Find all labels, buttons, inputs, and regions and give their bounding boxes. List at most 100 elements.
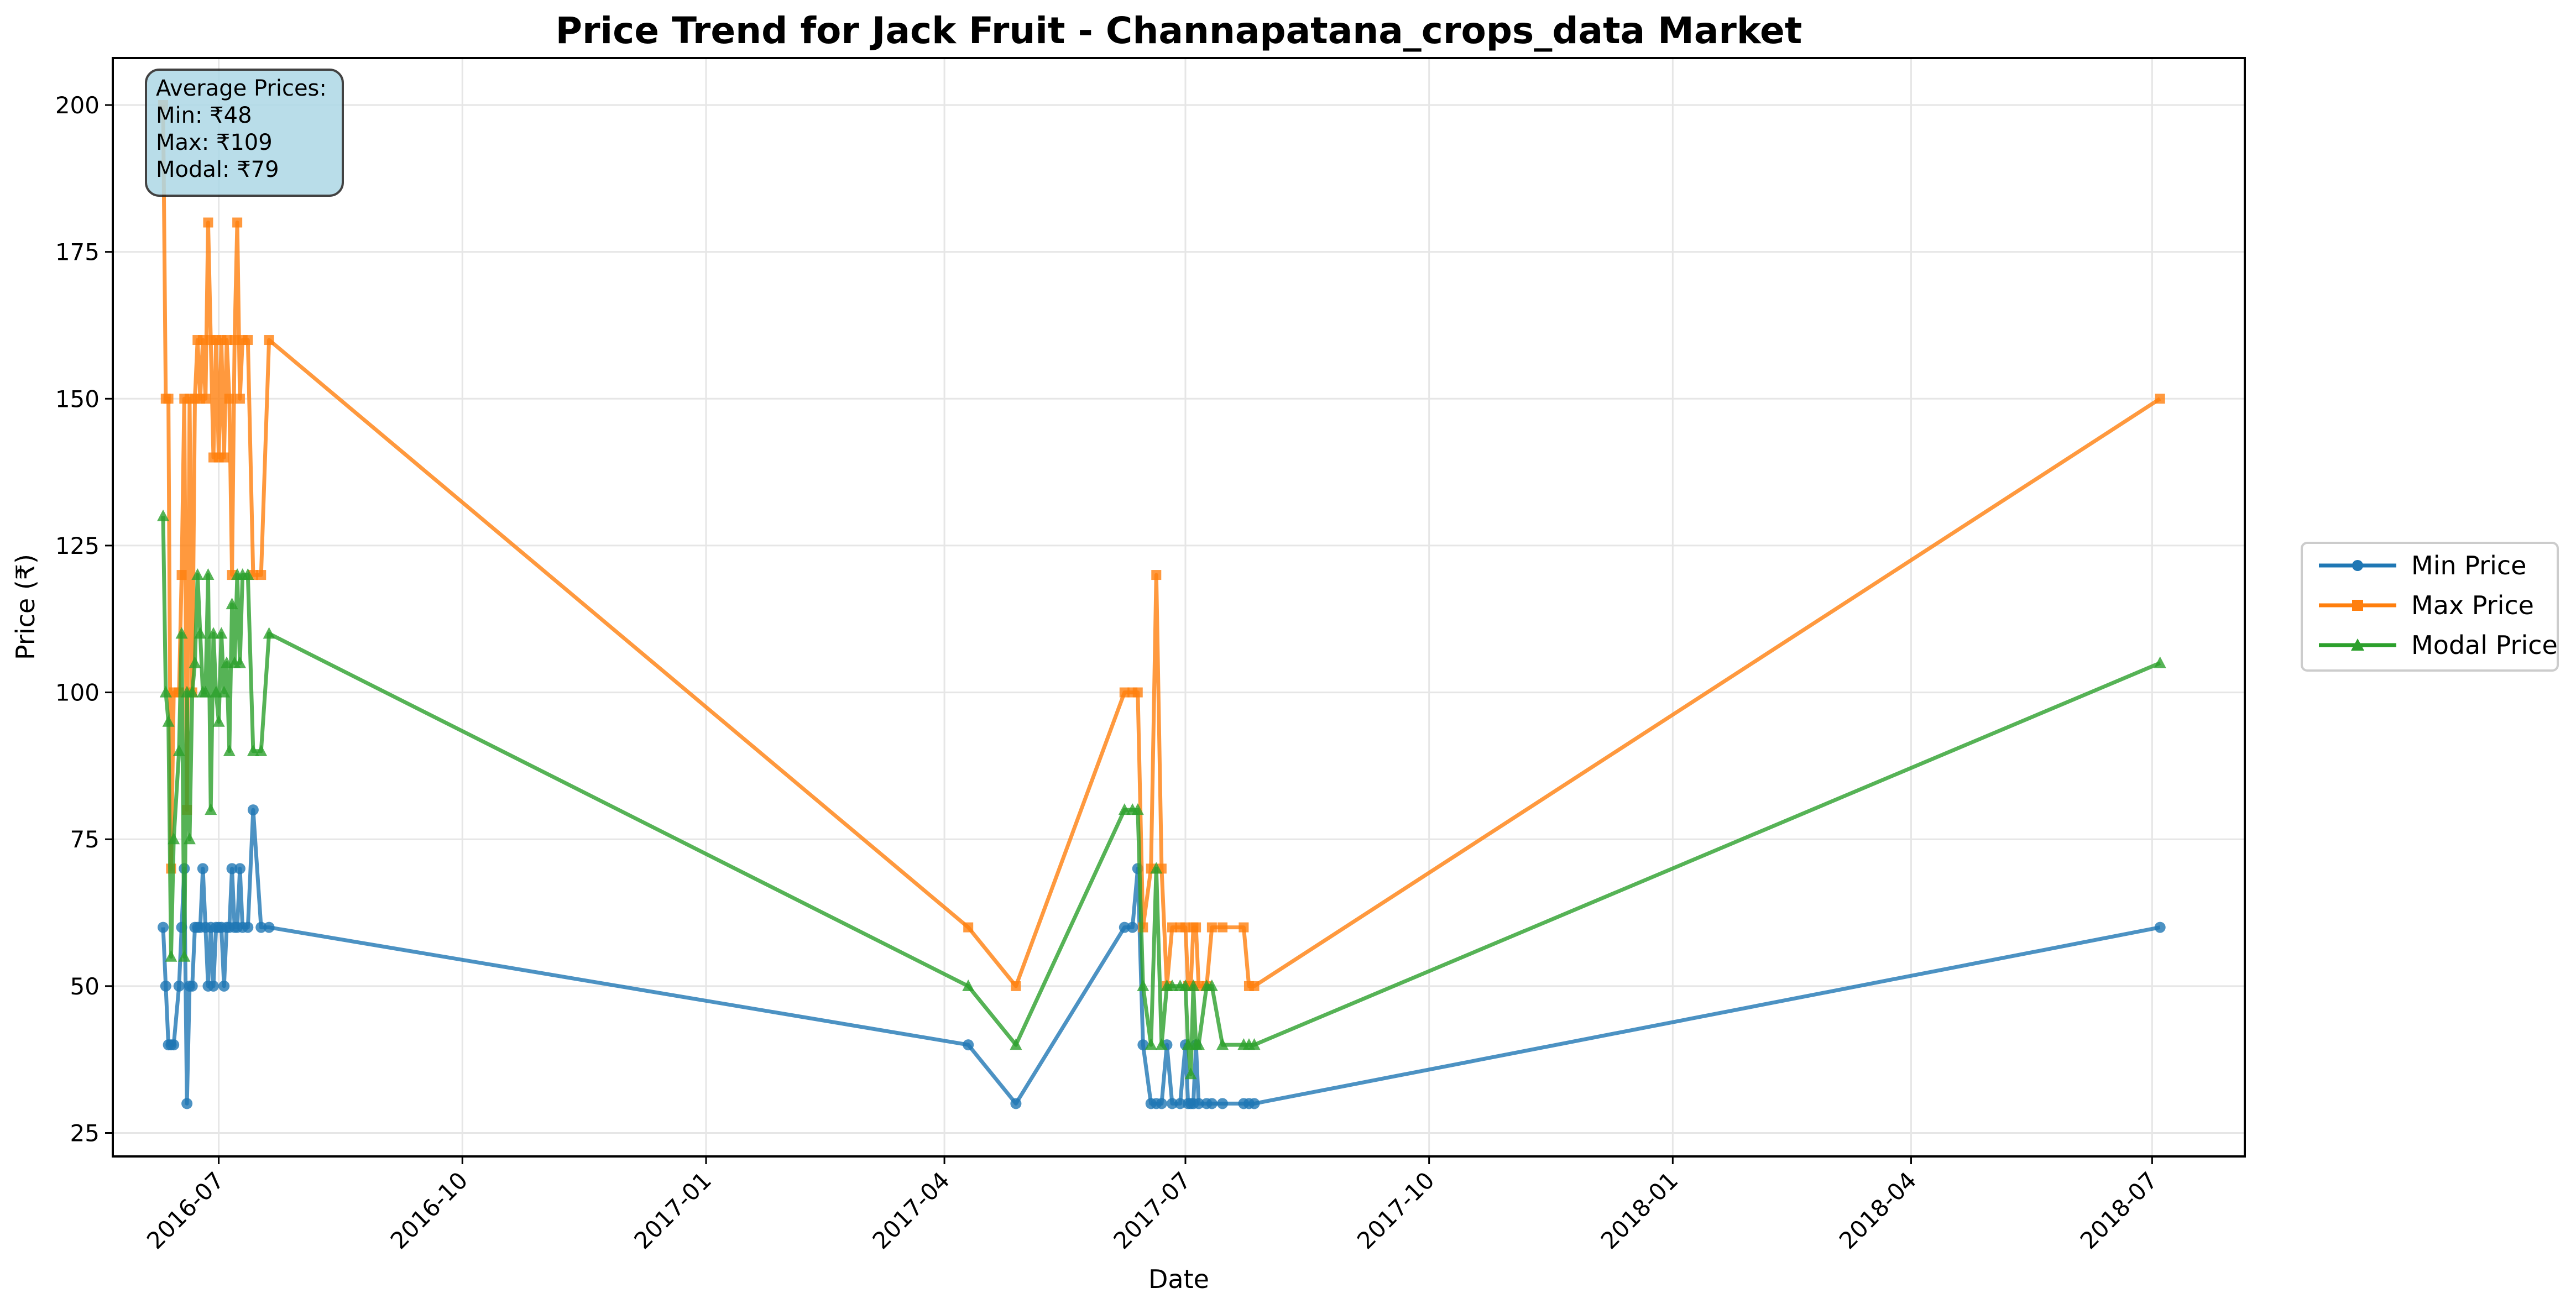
data-point xyxy=(1137,1039,1149,1051)
series-layer xyxy=(157,100,2166,1109)
data-point xyxy=(158,921,169,933)
data-point xyxy=(1167,1098,1178,1109)
data-point xyxy=(173,980,185,992)
legend-marker-max xyxy=(2319,600,2396,611)
data-point xyxy=(255,921,267,933)
data-point xyxy=(1155,1038,1168,1050)
stats-min: Min: ₹48 xyxy=(156,103,252,128)
data-point xyxy=(1132,687,1143,698)
data-point xyxy=(1239,922,1249,933)
data-point xyxy=(1145,1038,1157,1050)
data-point xyxy=(189,656,201,668)
data-point xyxy=(1118,803,1131,815)
data-point xyxy=(1206,1098,1218,1109)
data-point xyxy=(197,335,208,345)
x-tick-label: 2017-01 xyxy=(629,1166,717,1254)
data-point xyxy=(247,744,259,756)
data-point xyxy=(1127,921,1138,933)
data-point xyxy=(234,863,245,875)
data-point xyxy=(194,627,207,639)
data-point xyxy=(1187,979,1200,991)
data-point xyxy=(186,980,198,992)
y-tick-label: 150 xyxy=(55,385,100,412)
legend-marker-min xyxy=(2319,560,2396,571)
axis-ticks: 25 50 75 100 125 150 175 200 2016-07 2016-10 2017-… xyxy=(55,92,2163,1254)
data-point xyxy=(173,744,185,756)
x-tick-label: 2016-10 xyxy=(385,1166,473,1254)
x-tick-label: 2018-07 xyxy=(2075,1166,2163,1254)
y-tick-label: 75 xyxy=(70,826,100,853)
y-tick-label: 200 xyxy=(55,92,100,119)
data-point xyxy=(218,685,231,698)
data-point xyxy=(243,335,253,345)
data-point xyxy=(1156,1098,1167,1109)
x-tick-label: 2018-04 xyxy=(1834,1166,1922,1254)
data-point xyxy=(215,627,228,639)
data-point xyxy=(199,685,212,698)
data-point xyxy=(212,715,225,727)
data-point xyxy=(963,922,974,933)
y-tick-label: 175 xyxy=(55,239,100,266)
x-tick-label: 2017-07 xyxy=(1108,1166,1196,1254)
data-point xyxy=(159,685,172,698)
data-point xyxy=(1249,981,1260,991)
legend-item-max: Max Price xyxy=(2316,586,2534,625)
data-point xyxy=(1179,979,1192,991)
data-point xyxy=(219,452,229,463)
data-point xyxy=(163,394,174,404)
data-point xyxy=(210,685,222,698)
data-point xyxy=(175,627,188,639)
data-point xyxy=(168,832,180,845)
data-point xyxy=(176,570,187,580)
stats-title: Average Prices: xyxy=(156,76,327,101)
data-point xyxy=(1119,687,1130,698)
x-tick-label: 2017-04 xyxy=(867,1166,955,1254)
x-tick-label: 2018-01 xyxy=(1596,1166,1684,1254)
data-point xyxy=(221,335,232,345)
data-point xyxy=(1137,979,1149,991)
data-point xyxy=(168,1039,180,1051)
average-prices-box xyxy=(145,69,344,197)
legend-item-modal: Modal Price xyxy=(2316,626,2558,664)
stats-max: Max: ₹109 xyxy=(156,130,273,155)
data-point xyxy=(207,627,220,639)
data-point xyxy=(1184,1067,1197,1080)
data-point xyxy=(165,950,177,962)
data-point xyxy=(186,685,198,698)
data-point xyxy=(232,217,243,228)
data-point xyxy=(1150,862,1163,874)
data-point xyxy=(200,394,211,404)
data-point xyxy=(178,950,191,962)
data-point xyxy=(205,803,217,815)
data-point xyxy=(2154,656,2166,668)
data-point xyxy=(1192,1038,1205,1050)
y-tick-label: 25 xyxy=(70,1119,100,1146)
data-point xyxy=(1248,1098,1260,1109)
data-point xyxy=(255,744,268,756)
data-point xyxy=(234,394,245,404)
data-point xyxy=(1191,922,1201,933)
data-point xyxy=(264,335,274,345)
data-point xyxy=(1193,1098,1204,1109)
data-point xyxy=(263,921,275,933)
data-point xyxy=(1218,922,1228,933)
data-point xyxy=(1011,981,1021,991)
data-point xyxy=(1205,979,1218,991)
stats-modal: Modal: ₹79 xyxy=(156,157,279,182)
data-point xyxy=(226,598,238,610)
average-prices-text: Average Prices: Min: ₹48 Max: ₹109 Modal… xyxy=(156,75,327,184)
data-point xyxy=(1166,979,1179,991)
data-point xyxy=(223,744,236,756)
y-tick-label: 100 xyxy=(55,679,100,706)
data-point xyxy=(963,1039,974,1051)
legend: Min Price Max Price Modal Price xyxy=(2301,542,2559,672)
data-point xyxy=(1131,803,1144,815)
data-point xyxy=(208,980,220,992)
data-point xyxy=(242,921,254,933)
x-tick-label: 2017-10 xyxy=(1352,1166,1440,1254)
data-point xyxy=(202,568,215,580)
y-tick-label: 50 xyxy=(70,973,100,1000)
series-min-price xyxy=(158,804,2166,1109)
legend-label-min: Min Price xyxy=(2411,551,2527,580)
data-point xyxy=(157,509,170,521)
